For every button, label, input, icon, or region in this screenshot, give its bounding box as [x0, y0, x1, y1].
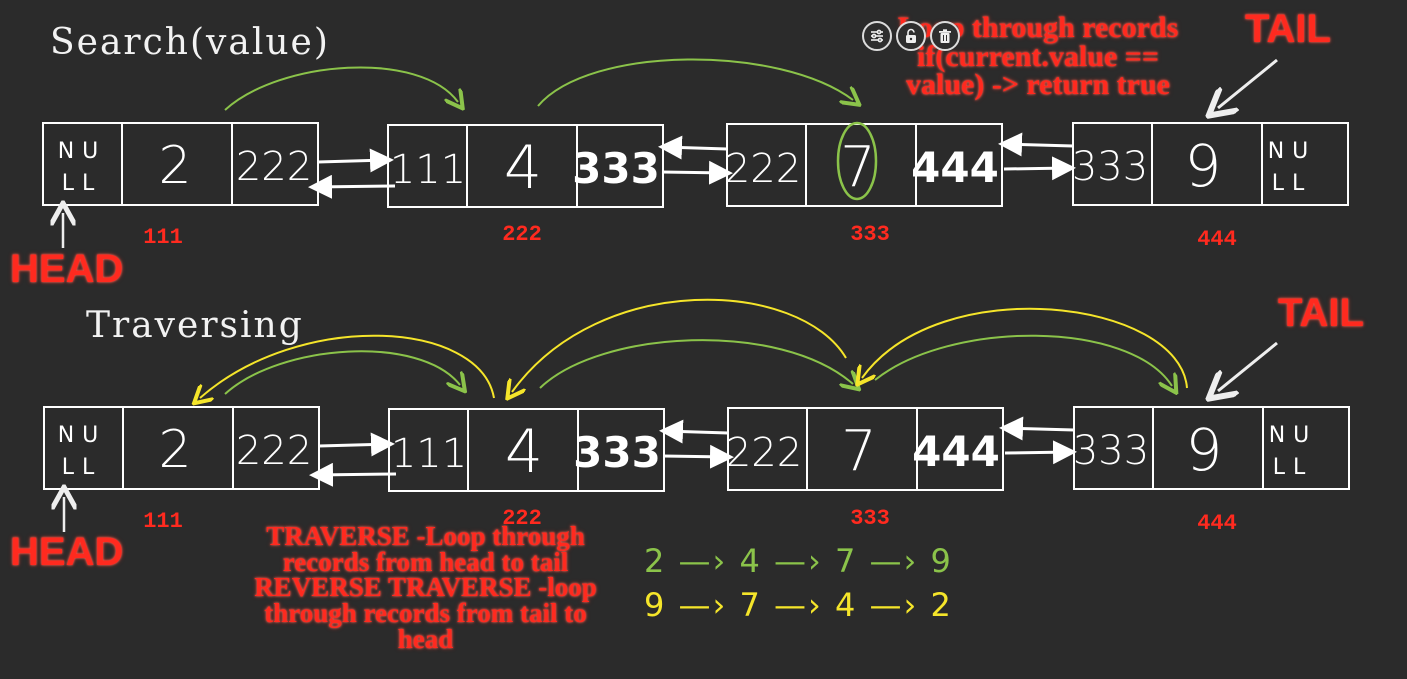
- search-head-label: HEAD: [10, 247, 124, 291]
- search-match-highlight: [836, 121, 878, 201]
- node-value: 2: [158, 420, 191, 480]
- traverse-note-line: records from head to tail: [282, 546, 569, 577]
- node-value: 4: [505, 417, 543, 487]
- reverse-traversal-arrows: [200, 298, 1188, 398]
- sliders-icon[interactable]: [862, 21, 892, 51]
- node-value: 9: [1185, 132, 1222, 200]
- node-next: 222: [236, 428, 312, 474]
- node-address: 333: [850, 506, 890, 531]
- node-next: 333: [573, 428, 661, 477]
- node-next-cont: LL: [1273, 455, 1314, 480]
- traverse-node-4: 333 9 NU LL 444: [1073, 406, 1350, 536]
- node-prev: 111: [391, 431, 467, 477]
- node-address: 444: [1197, 511, 1237, 536]
- tail-pointer: [1218, 58, 1278, 108]
- node-prev: 111: [390, 147, 466, 193]
- search-note-line: if(current.value ==: [917, 39, 1159, 73]
- traverse-pointer-arrows: [309, 416, 1077, 487]
- search-pointer-arrows: [308, 132, 1076, 199]
- tail-pointer: [1218, 341, 1278, 391]
- selection-toolbar: [862, 21, 960, 51]
- node-address: 222: [502, 506, 542, 531]
- traverse-tail-label: TAIL: [1278, 291, 1364, 335]
- node-prev: 333: [1073, 428, 1149, 474]
- unlock-icon[interactable]: [896, 21, 926, 51]
- node-address: 111: [143, 509, 183, 534]
- search-traversal-arrows: [224, 58, 853, 110]
- node-prev-cont: LL: [62, 171, 103, 196]
- node-next: 222: [236, 144, 312, 190]
- traverse-note-line: through records from tail to: [264, 597, 587, 628]
- traverse-note-line: TRAVERSE -Loop through: [266, 521, 585, 551]
- node-next: NU: [1269, 423, 1318, 448]
- search-title: Search(value): [50, 22, 330, 63]
- node-value: 2: [158, 136, 191, 196]
- search-note-line: value) -> return true: [906, 68, 1170, 101]
- node-value: 4: [504, 133, 542, 203]
- traverse-note-line: head: [397, 623, 454, 654]
- traverse-head-label: HEAD: [10, 530, 124, 574]
- traverse-linked-list: NU LL 2 222 111 111 4 333 222 222 7 444 …: [43, 298, 1350, 536]
- node-address: 333: [850, 222, 890, 247]
- traverse-note-line: REVERSE TRAVERSE -loop: [254, 572, 597, 603]
- traverse-node-2: 111 4 333 222: [388, 408, 665, 531]
- search-node-1: NU LL 2 222 111: [42, 122, 319, 250]
- node-next-cont: LL: [1272, 171, 1313, 196]
- node-prev: 222: [725, 146, 801, 192]
- node-prev-cont: LL: [62, 455, 103, 480]
- traverse-node-1: NU LL 2 222 111: [43, 406, 320, 534]
- node-prev: 222: [726, 430, 802, 476]
- node-prev: NU: [58, 139, 107, 164]
- forward-sequence: 2 —› 4 —› 7 —› 9: [644, 542, 953, 580]
- search-node-4: 333 9 NU LL 444: [1072, 122, 1349, 252]
- node-address: 111: [143, 225, 183, 250]
- search-node-2: 111 4 333 222: [387, 124, 664, 247]
- node-next: 444: [911, 143, 999, 192]
- traverse-title: Traversing: [86, 305, 304, 346]
- forward-traversal-arrows: [224, 334, 1172, 394]
- node-address: 444: [1197, 227, 1237, 252]
- node-next: NU: [1268, 139, 1317, 164]
- node-value: 9: [1186, 416, 1223, 484]
- node-next: 444: [912, 427, 1000, 476]
- traverse-node-3: 222 7 444 333: [726, 407, 1004, 531]
- node-value: 7: [841, 419, 877, 484]
- search-linked-list: NU LL 2 222 111 111 4 333 222 222 7 444 …: [42, 58, 1349, 252]
- traverse-note: TRAVERSE -Loop through records from head…: [228, 521, 623, 654]
- node-next: 333: [572, 144, 660, 193]
- reverse-sequence: 9 —› 7 —› 4 —› 2: [644, 586, 953, 624]
- node-address: 222: [502, 222, 542, 247]
- node-prev: 333: [1072, 144, 1148, 190]
- node-prev: NU: [58, 423, 107, 448]
- search-tail-label: TAIL: [1245, 7, 1331, 51]
- search-node-3: 222 7 444 333: [725, 121, 1003, 247]
- trash-icon[interactable]: [930, 21, 960, 51]
